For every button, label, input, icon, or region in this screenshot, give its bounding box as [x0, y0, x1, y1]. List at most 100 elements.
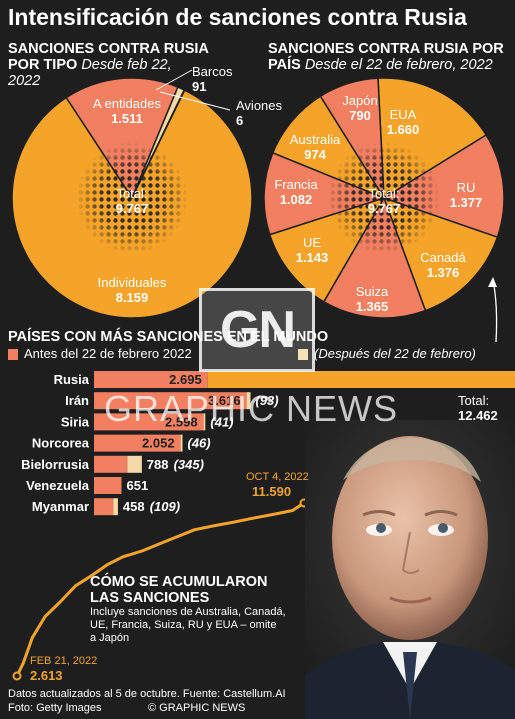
- legend-before-label: Antes del 22 de febrero 2022: [24, 346, 192, 361]
- leader-barcos: [155, 69, 193, 91]
- label-francia-value: 1.082: [279, 192, 313, 207]
- ranking-title: PAÍSES CON MÁS SANCIONES EN EL MUNDO: [8, 329, 329, 345]
- label-individuales: Individuales 8.159: [82, 275, 182, 305]
- label-ue-name: UE: [302, 235, 322, 250]
- label-francia: Francia 1.082: [266, 177, 326, 207]
- label-australia-value: 974: [304, 147, 326, 162]
- by-type-title-line2: POR TIPO: [8, 57, 78, 73]
- label-suiza-value: 1.365: [355, 299, 389, 314]
- label-ue: UE 1.143: [282, 235, 342, 265]
- pie-slice-suiza: [322, 196, 427, 319]
- cumulative-title-line2: LAS SANCIONES: [90, 590, 210, 606]
- bar-category-iran: Irán: [65, 393, 89, 408]
- bar-label-after-siria: (41): [210, 414, 233, 429]
- pie-by-country-total: Total: 9.767: [344, 186, 424, 216]
- label-suiza-name: Suiza: [355, 284, 389, 299]
- label-aviones: Aviones 6: [236, 98, 282, 128]
- label-barcos-value: 91: [192, 79, 207, 94]
- footer-source: Datos actualizados al 5 de octubre. Fuen…: [8, 688, 286, 700]
- watermark-logo: GN: [199, 288, 315, 372]
- label-canada: Canadá 1.376: [408, 250, 478, 280]
- start-date-label: FEB 21, 2022: [30, 655, 98, 667]
- label-entidades-value: 1.511: [111, 111, 143, 126]
- bar-label-after-iran: (93): [256, 393, 279, 408]
- bar-label-before-rusia: 2.695: [169, 372, 202, 387]
- pie-by-type-total: Total: 9.767: [92, 186, 172, 216]
- bar-label-before-bielorrusia: 788: [147, 457, 169, 472]
- by-country-title-line2: PAÍS: [268, 57, 301, 73]
- bar-before-myanmar: [94, 498, 114, 516]
- main-title: Intensificación de sanciones contra Rusi…: [8, 4, 467, 30]
- label-canada-value: 1.376: [426, 265, 460, 280]
- cumulative-note-line1: Incluye sanciones de Australia, Canadá,: [90, 606, 286, 618]
- bar-label-after-myanmar: (109): [150, 499, 180, 514]
- bar-before-iran: [94, 392, 247, 410]
- cumulative-line: [15, 501, 305, 677]
- russia-total: Total: 12.462: [458, 393, 498, 423]
- pie-by-country-halftone: [328, 142, 440, 254]
- pie-by-type-total-label: Total:: [116, 186, 148, 201]
- pie-by-type-halftone: [76, 142, 188, 254]
- label-japon-name: Japón: [342, 93, 378, 108]
- cumulative-note: Incluye sanciones de Australia, Canadá, …: [90, 606, 286, 645]
- label-individuales-value: 8.159: [115, 290, 149, 305]
- label-francia-name: Francia: [274, 177, 318, 192]
- bar-before-rusia: [94, 371, 208, 388]
- pie-by-country-total-label: Total:: [368, 186, 400, 201]
- footer-photo-credit: Foto: Getty Images: [8, 702, 102, 714]
- label-australia-name: Australia: [289, 132, 341, 147]
- arrow-line: [492, 279, 498, 343]
- label-entidades: A entidades 1.511: [82, 96, 172, 126]
- bar-label-after-norcorea: (46): [188, 436, 211, 451]
- by-country-title-line1: SANCIONES CONTRA RUSIA POR: [268, 41, 504, 57]
- bar-label-before-venezuela: 651: [127, 478, 149, 493]
- label-eua-name: EUA: [389, 107, 417, 122]
- label-japon-value: 790: [349, 108, 371, 123]
- bar-after-siria: [203, 413, 206, 431]
- legend-before-swatch: [8, 349, 18, 360]
- label-eua-value: 1.660: [386, 122, 420, 137]
- start-value-label: 2.613: [30, 668, 63, 683]
- label-aviones-name: Aviones: [236, 98, 283, 113]
- bar-category-venezuela: Venezuela: [26, 478, 90, 493]
- label-ru-name: RU: [456, 180, 476, 195]
- label-ru-value: 1.377: [449, 195, 483, 210]
- label-canada-name: Canadá: [420, 250, 466, 265]
- bar-category-siria: Siria: [61, 414, 90, 429]
- label-ue-value: 1.143: [295, 250, 329, 265]
- label-entidades-name: A entidades: [93, 96, 161, 111]
- bar-before-siria: [94, 413, 204, 431]
- watermark-text: GRAPHIC NEWS: [104, 388, 399, 429]
- bar-category-norcorea: Norcorea: [32, 436, 90, 451]
- pie-slice-a-entidades: [65, 77, 179, 200]
- arrow-head: [488, 277, 497, 287]
- bar-after-norcorea: [180, 434, 183, 452]
- putin-photo: [305, 420, 515, 719]
- label-suiza: Suiza 1.365: [342, 284, 402, 314]
- label-japon: Japón 790: [330, 93, 390, 123]
- end-date-label: OCT 4, 2022: [246, 471, 309, 483]
- bar-after-bielorrusia: [127, 455, 142, 473]
- by-country-title: SANCIONES CONTRA RUSIA POR PAÍS Desde el…: [268, 41, 504, 73]
- bar-label-before-siria: 2.598: [165, 414, 198, 429]
- pie-by-country-total-value: 9.767: [367, 201, 401, 216]
- bar-label-before-iran: 3.616: [208, 393, 241, 408]
- bar-before-norcorea: [94, 434, 181, 452]
- footer-copyright: © GRAPHIC NEWS: [148, 702, 246, 714]
- bar-after-myanmar: [113, 498, 118, 516]
- bar-after-rusia: [207, 371, 515, 388]
- russia-total-value: 12.462: [458, 408, 498, 423]
- label-aviones-value: 6: [236, 113, 244, 128]
- bar-label-after-bielorrusia: (345): [174, 457, 204, 472]
- by-country-subtitle: Desde el 22 de febrero, 2022: [304, 57, 493, 73]
- bar-category-myanmar: Myanmar: [32, 499, 89, 514]
- by-type-subtitle: Desde feb 22,: [81, 57, 172, 73]
- label-barcos: Barcos 91: [192, 64, 232, 94]
- bar-after-iran: [246, 392, 251, 410]
- legend-after-label: (Después del 22 de febrero): [314, 346, 476, 361]
- leader-aviones: [159, 91, 231, 111]
- russia-total-label: Total:: [458, 393, 490, 408]
- label-eua: EUA 1.660: [373, 107, 433, 137]
